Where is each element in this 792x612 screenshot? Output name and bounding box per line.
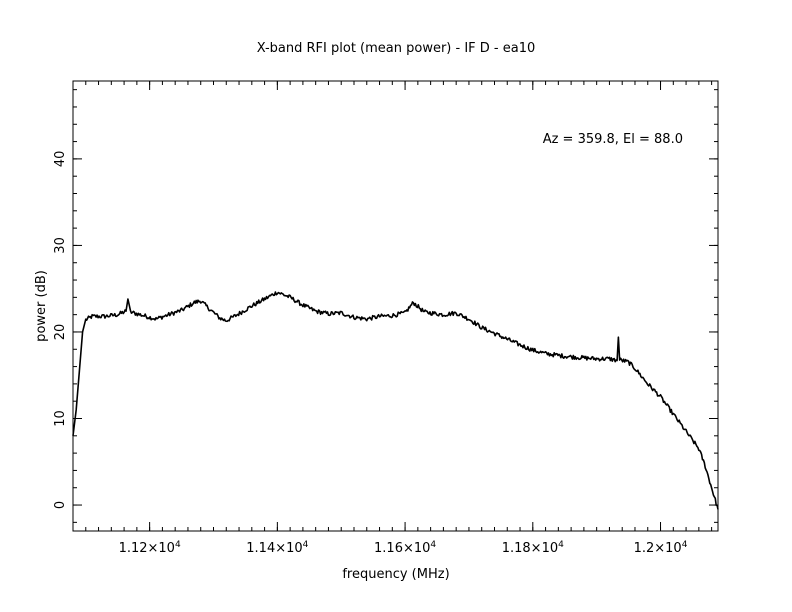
y-tick-label: 0 — [53, 501, 68, 509]
x-tick-label: 1.16×104 — [374, 540, 436, 556]
chart-annotation: Az = 359.8, El = 88.0 — [543, 132, 683, 147]
x-tick-label: 1.14×104 — [246, 540, 308, 556]
y-tick-label: 10 — [53, 410, 68, 427]
plot-frame — [72, 80, 719, 532]
x-tick-label: 1.18×104 — [502, 540, 564, 556]
y-tick-label: 40 — [53, 151, 68, 168]
power-series-line — [72, 291, 719, 510]
chart-title: X-band RFI plot (mean power) - IF D - ea… — [257, 41, 536, 56]
y-tick-label: 30 — [53, 237, 68, 254]
y-tick-label: 20 — [53, 324, 68, 341]
x-tick-label: 1.12×104 — [119, 540, 181, 556]
tick-labels: 1.12×104 1.14×104 1.16×104 1.18×104 1.2×104 0… — [53, 151, 688, 556]
series-group — [72, 291, 719, 510]
axis-ticks — [72, 81, 718, 531]
y-axis-label: power (dB) — [34, 270, 49, 342]
x-tick-label: 1.2×104 — [634, 540, 688, 556]
x-axis-label: frequency (MHz) — [342, 567, 449, 582]
